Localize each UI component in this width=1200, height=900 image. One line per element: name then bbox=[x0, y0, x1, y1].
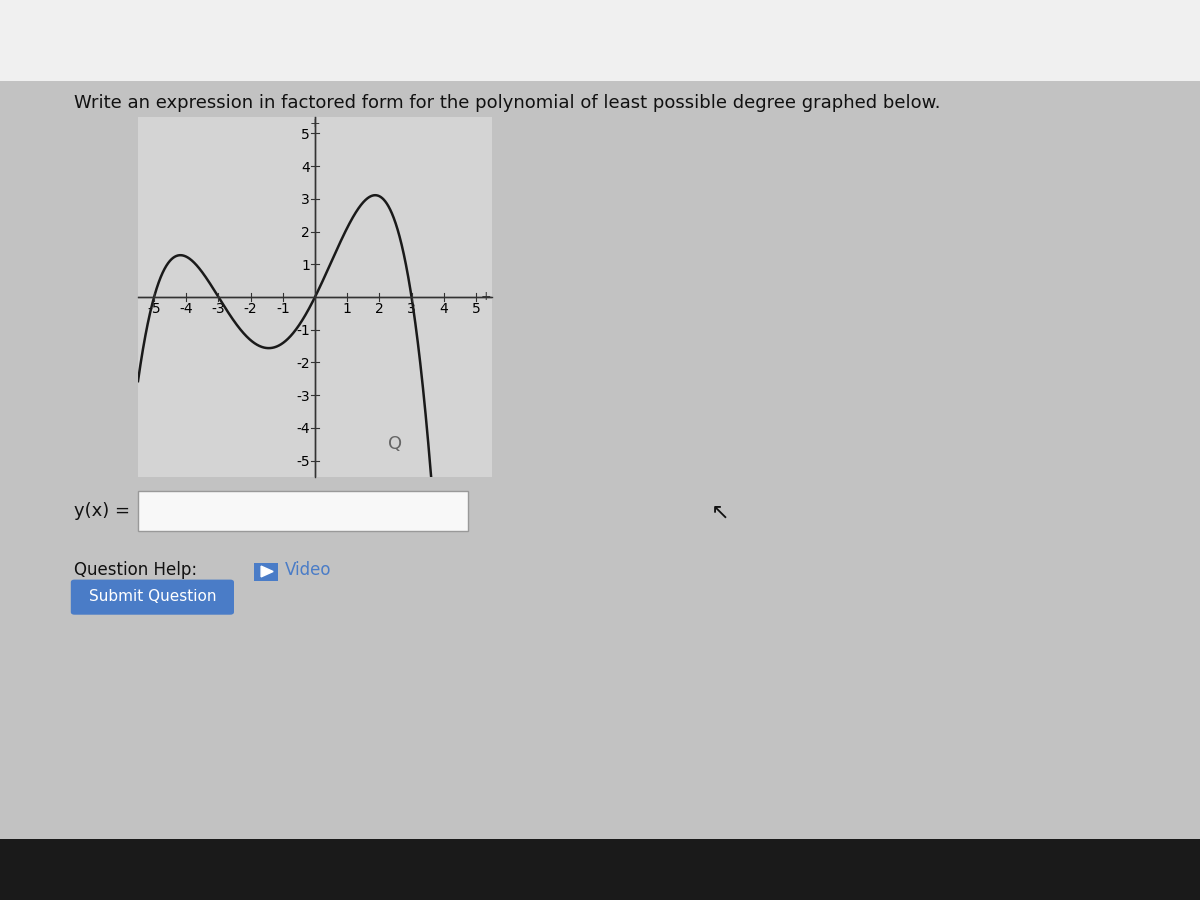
Text: +: + bbox=[480, 291, 491, 303]
Polygon shape bbox=[262, 566, 274, 577]
Text: +: + bbox=[310, 117, 320, 130]
Text: Question Help:: Question Help: bbox=[74, 561, 203, 579]
Circle shape bbox=[560, 857, 606, 891]
Circle shape bbox=[568, 862, 599, 886]
Text: Write an expression in factored form for the polynomial of least possible degree: Write an expression in factored form for… bbox=[74, 94, 941, 112]
Text: ↖: ↖ bbox=[710, 503, 730, 523]
Text: Q: Q bbox=[389, 436, 402, 454]
Text: Video: Video bbox=[284, 561, 331, 579]
Text: y(x) =: y(x) = bbox=[74, 502, 131, 520]
Circle shape bbox=[572, 866, 594, 882]
Text: Submit Question: Submit Question bbox=[89, 590, 216, 604]
